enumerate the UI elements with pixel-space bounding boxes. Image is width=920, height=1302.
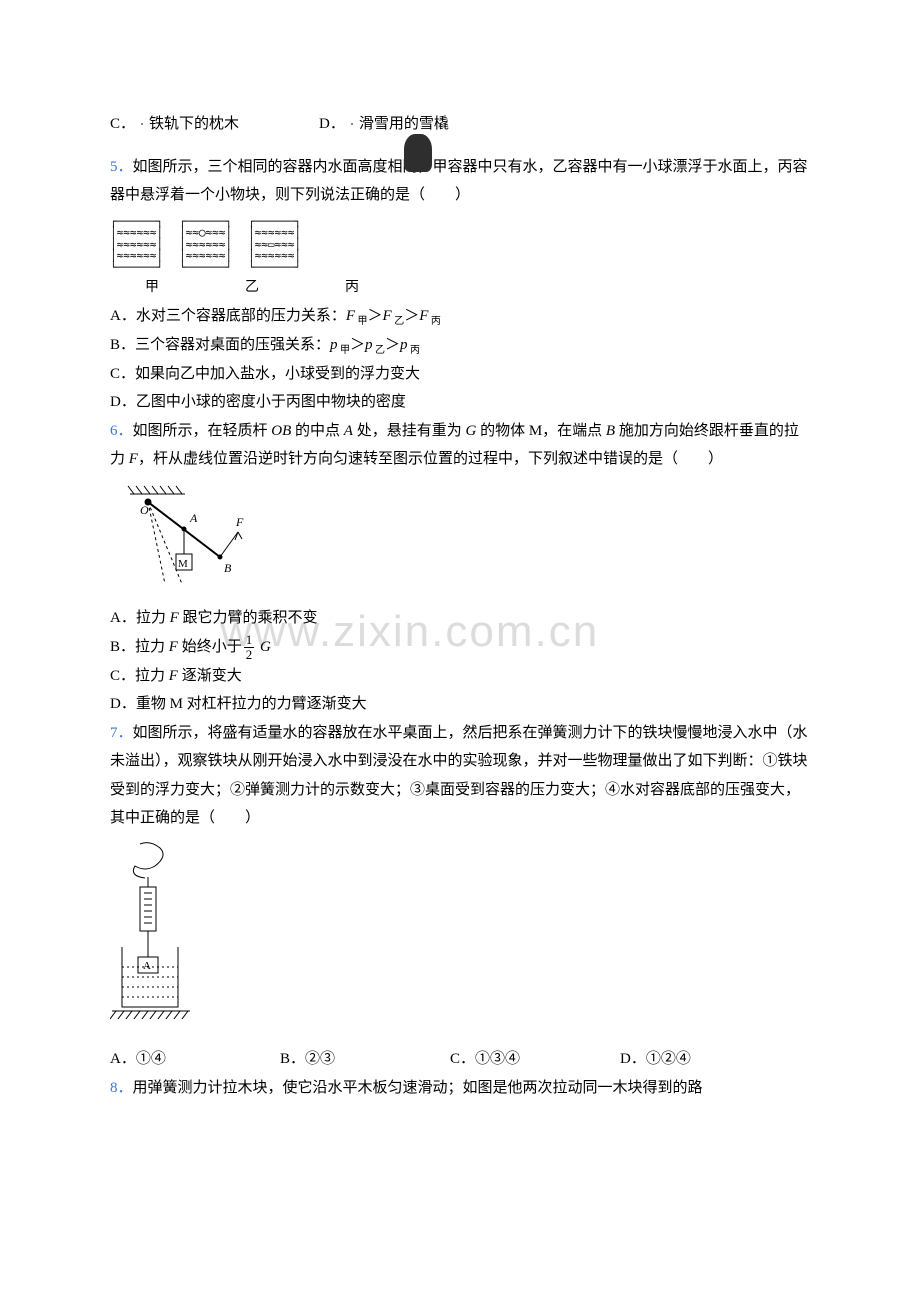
q6-opt-c: C．拉力 F 逐渐变大 xyxy=(110,662,810,691)
question-8: 8．用弹簧测力计拉木块，使它沿水平木板匀速滑动；如图是他两次拉动同一木块得到的路 xyxy=(110,1074,810,1103)
q7-opt-c: C．①③④ xyxy=(450,1045,620,1074)
q5-options: A．水对三个容器底部的压力关系：F 甲＞F 乙＞F 丙 B．三个容器对桌面的压强… xyxy=(110,302,810,417)
container-bing: ┌──────┐ │≈≈≈≈≈≈│ │≈≈▭≈≈≈│ │≈≈≈≈≈≈│ └───… xyxy=(248,216,301,274)
q7-opt-d: D．①②④ xyxy=(620,1045,790,1074)
option-d-text: 滑雪用的雪橇 xyxy=(359,110,449,139)
q6-opt-b: B．拉力 F 始终小于12 G xyxy=(110,633,810,662)
q5-opt-b: B．三个容器对桌面的压强关系：p 甲＞p 乙＞p 丙 xyxy=(110,331,810,360)
q5-opt-d: D．乙图中小球的密度小于丙图中物块的密度 xyxy=(110,388,810,417)
q5-stem: 如图所示，三个相同的容器内水面高度相同，甲容器中只有水，乙容器中有一小球漂浮于水… xyxy=(110,159,808,204)
container-yi: ┌──────┐ │≈≈◯≈≈≈│ │≈≈≈≈≈≈│ │≈≈≈≈≈≈│ └───… xyxy=(179,216,232,274)
question-7: 7．如图所示，将盛有适量水的容器放在水平桌面上，然后把系在弹簧测力计下的铁块慢慢… xyxy=(110,719,810,1074)
question-5: 5．如图所示，三个相同的容器内水面高度相同，甲容器中只有水，乙容器中有一小球漂浮… xyxy=(110,153,810,417)
q6-stem-a: 如图所示，在轻质杆 xyxy=(133,423,272,439)
q6-bpt: B xyxy=(606,423,615,439)
label-jia: 甲 xyxy=(110,275,194,302)
q8-stem: 用弹簧测力计拉木块，使它沿水平木板匀速滑动；如图是他两次拉动同一木块得到的路 xyxy=(133,1080,703,1096)
option-c-text: 铁轨下的枕木 xyxy=(149,110,239,139)
container-jia: ┌──────┐ │≈≈≈≈≈≈│ │≈≈≈≈≈≈│ │≈≈≈≈≈≈│ └───… xyxy=(110,216,163,274)
q7-number: 7． xyxy=(110,725,133,741)
q7-figure: A xyxy=(110,839,810,1040)
option-row-cd: C． 铁轨下的枕木 D． 滑雪用的雪橇 xyxy=(110,110,810,139)
q6-number: 6． xyxy=(110,423,133,439)
q5-figure: ┌──────┐ │≈≈≈≈≈≈│ │≈≈≈≈≈≈│ │≈≈≈≈≈≈│ └───… xyxy=(110,216,810,274)
q7-options: A．①④ B．②③ C．①③④ D．①②④ xyxy=(110,1045,810,1074)
question-6: 6．如图所示，在轻质杆 OB 的中点 A 处，悬挂有重为 G 的物体 M，在端点… xyxy=(110,417,810,719)
q6-options: A．拉力 F 跟它力臂的乘积不变 B．拉力 F 始终小于12 G C．拉力 F … xyxy=(110,604,810,718)
q7-opt-a: A．①④ xyxy=(110,1045,280,1074)
q5-opt-a: A．水对三个容器底部的压力关系：F 甲＞F 乙＞F 丙 xyxy=(110,302,810,331)
svg-text:B: B xyxy=(224,561,232,575)
q6-figure: O A F B M xyxy=(110,482,810,603)
q5-figure-labels: 甲 乙 丙 xyxy=(110,275,810,302)
q6-f: F xyxy=(129,451,138,467)
q6-g: G xyxy=(465,423,476,439)
q6-stem-f: ，杆从虚线位置沿逆时针方向匀速转至图示位置的过程中，下列叙述中错误的是（ ） xyxy=(138,451,723,467)
label-yi: 乙 xyxy=(210,275,294,302)
svg-text:A: A xyxy=(143,960,151,972)
svg-text:A: A xyxy=(189,511,198,525)
ski-image xyxy=(351,123,353,125)
option-d-letter: D． xyxy=(319,110,345,139)
label-bing: 丙 xyxy=(310,275,394,302)
svg-text:M: M xyxy=(178,558,188,570)
q7-opt-b: B．②③ xyxy=(280,1045,450,1074)
q5-number: 5． xyxy=(110,159,133,175)
option-c-letter: C． xyxy=(110,110,135,139)
q7-stem: 如图所示，将盛有适量水的容器放在水平桌面上，然后把系在弹簧测力计下的铁块慢慢地浸… xyxy=(110,725,808,827)
svg-text:O: O xyxy=(140,503,149,517)
railroad-image xyxy=(141,123,143,125)
q6-opt-a: A．拉力 F 跟它力臂的乘积不变 xyxy=(110,604,810,633)
q6-stem-c: 处，悬挂有重为 xyxy=(353,423,466,439)
q6-a: A xyxy=(344,423,353,439)
q6-opt-d: D．重物 M 对杠杆拉力的力臂逐渐变大 xyxy=(110,690,810,719)
q6-stem-b: 的中点 xyxy=(291,423,344,439)
q8-number: 8． xyxy=(110,1080,133,1096)
q6-stem-d: 的物体 M，在端点 xyxy=(476,423,606,439)
svg-text:F: F xyxy=(235,515,244,529)
q5-opt-c: C．如果向乙中加入盐水，小球受到的浮力变大 xyxy=(110,360,810,389)
q6-ob: OB xyxy=(271,423,291,439)
